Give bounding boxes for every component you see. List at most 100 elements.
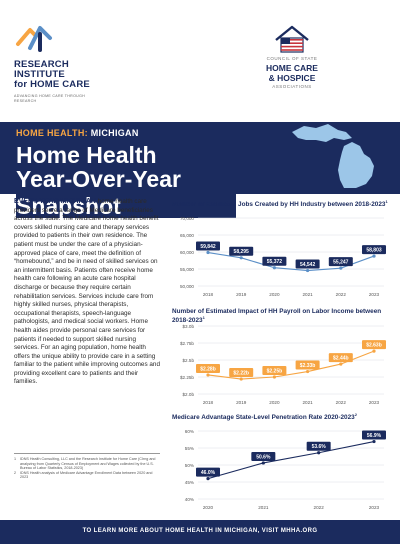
x-tick-label: 2022 — [336, 400, 347, 405]
data-point — [339, 266, 343, 270]
y-tick-label: 60,000 — [180, 250, 194, 255]
logo-ri-tagline: ADVANCING HOME CARE THROUGH RESEARCH — [14, 94, 86, 103]
logo-coss-big2: & HOSPICE — [268, 73, 316, 83]
data-label-bg — [262, 366, 287, 375]
footnote-text: IDNS Health Consulting, LLC and the Rese… — [20, 457, 156, 471]
data-label: 55,247 — [333, 259, 349, 265]
data-label: $2.63b — [366, 342, 382, 348]
x-tick-label: 2018 — [203, 292, 214, 297]
intro-paragraph: EVERY YEAR MICHIGAN home health care pro… — [14, 198, 160, 387]
title-tab: Snapshot — [16, 194, 236, 218]
y-tick-label: 70,000 — [180, 216, 194, 221]
y-tick-label: $2.25b — [180, 375, 194, 380]
house-logo-icon — [16, 26, 52, 52]
ma-chart-title: Medicare Advantage State-Level Penetrati… — [172, 412, 357, 422]
data-point — [372, 349, 376, 353]
y-tick-label: 50% — [185, 463, 194, 468]
data-point — [206, 477, 210, 481]
data-label-bg — [196, 467, 220, 477]
data-label-bg — [362, 430, 386, 440]
data-point — [272, 375, 276, 379]
title-line3: Snapshot — [16, 193, 121, 219]
flag-house-icon — [275, 25, 309, 53]
data-label: 56.9% — [367, 433, 382, 439]
data-label-bg — [328, 257, 353, 267]
x-tick-label: 2020 — [269, 292, 280, 297]
logo-coss-assoc: ASSOCIATIONS — [272, 84, 312, 89]
data-label-bg — [295, 259, 320, 269]
data-label: 50.6% — [256, 454, 271, 460]
data-label: $2.44b — [333, 355, 349, 361]
y-tick-label: 65,000 — [180, 233, 194, 238]
data-label: $2.22b — [233, 370, 249, 376]
jobs-chart-title: Number of Estimated Jobs Created by HH I… — [172, 199, 388, 209]
data-label: $2.33b — [300, 363, 316, 369]
logo-coss-small: COUNCIL OF STATE — [266, 56, 318, 61]
y-tick-label: $2.5b — [183, 358, 195, 363]
series-line — [207, 441, 375, 480]
y-tick-label: 55,000 — [180, 267, 194, 272]
ma-penetration-line-chart: 60% 55% 50% 45% 40% 2020 2021 2022 2023 46.0% 50.6… — [185, 429, 386, 510]
page-title: Home Health Year-Over-Year — [16, 143, 216, 191]
data-point — [306, 268, 310, 273]
y-tick-label: $3.0b — [183, 324, 195, 329]
logo-ri-line3: for HOME CARE — [14, 79, 90, 90]
data-point — [206, 373, 210, 377]
title-line1: Home Health — [16, 142, 157, 168]
x-tick-label: 2023 — [369, 400, 380, 405]
data-label-bg — [262, 256, 287, 266]
footnote: 2 IDNS Health analysis of Medicare Advan… — [14, 471, 160, 480]
x-tick-label: 2019 — [236, 292, 247, 297]
footer-cta: TO LEARN MORE ABOUT HOME HEALTH IN MICHI… — [82, 528, 318, 534]
data-label-bg — [306, 441, 331, 451]
jobs-line-chart: 70,000 65,000 60,000 55,000 50,000 2018 2019 20… — [180, 216, 386, 297]
payroll-chart-title: Number of Estimated Impact of HH Payroll… — [172, 308, 382, 325]
x-tick-label: 2023 — [369, 505, 380, 510]
x-tick-label: 2022 — [336, 292, 347, 297]
x-tick-label: 2022 — [314, 505, 325, 510]
data-point — [317, 451, 321, 455]
x-tick-label: 2021 — [258, 505, 269, 510]
data-point — [372, 254, 376, 258]
y-tick-label: 40% — [185, 497, 194, 502]
x-tick-label: 2020 — [269, 400, 280, 405]
x-tick-label: 2021 — [302, 400, 313, 405]
footnote: 1 IDNS Health Consulting, LLC and the Re… — [14, 457, 160, 471]
data-label-bg — [251, 451, 276, 461]
kicker-label: HOME HEALTH: — [16, 128, 88, 138]
data-label-bg — [229, 368, 254, 378]
logo-coss-big1: HOME CARE — [266, 63, 318, 73]
data-label-bg — [362, 245, 386, 255]
intro-text: home health care providers serve a range… — [14, 198, 160, 386]
data-point — [239, 256, 243, 260]
y-tick-label: $2.75b — [180, 341, 194, 346]
data-point — [306, 369, 310, 374]
data-label: $2.28b — [200, 366, 216, 372]
title-line2: Year-Over-Year — [16, 166, 181, 192]
data-label: $2.25b — [267, 368, 283, 374]
data-point — [339, 362, 343, 366]
data-label: 54,542 — [300, 262, 316, 268]
intro-lead: EVERY YEAR MICHIGAN — [14, 198, 96, 205]
data-label-bg — [362, 340, 386, 350]
data-point — [261, 461, 265, 465]
research-institute-logo: RESEARCH INSTITUTE for HOME CARE ADVANCI… — [14, 22, 134, 103]
data-label-bg — [328, 353, 353, 363]
footnote-text: IDNS Health analysis of Medicare Advanta… — [20, 470, 153, 480]
data-label-bg — [196, 363, 220, 373]
data-point — [239, 377, 243, 381]
data-label: 53.6% — [312, 444, 327, 450]
data-label: 46.0% — [201, 470, 216, 476]
x-tick-label: 2023 — [369, 292, 380, 297]
payroll-line-chart: $3.0b $2.75b $2.5b $2.25b $2.0b 2018 2019 2020 2… — [180, 324, 386, 405]
data-label: 58,295 — [234, 249, 250, 255]
footnote-number: 2 — [14, 470, 17, 475]
state-kicker: HOME HEALTH: MICHIGAN — [16, 128, 139, 138]
y-tick-label: 60% — [185, 429, 194, 434]
state-name: MICHIGAN — [90, 128, 139, 138]
council-of-state-logo: COUNCIL OF STATE HOME CARE & HOSPICE ASS… — [232, 24, 352, 104]
y-tick-label: 55% — [185, 446, 194, 451]
data-label: 59,842 — [200, 244, 216, 250]
logo-ri-line1: RESEARCH — [14, 59, 69, 70]
y-tick-label: $2.0b — [183, 392, 195, 397]
